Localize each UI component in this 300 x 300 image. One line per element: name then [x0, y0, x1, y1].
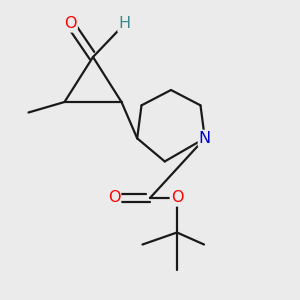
Text: O: O: [171, 190, 183, 206]
Text: O: O: [108, 190, 120, 206]
Text: H: H: [118, 16, 130, 32]
Text: O: O: [64, 16, 77, 32]
Text: N: N: [199, 131, 211, 146]
